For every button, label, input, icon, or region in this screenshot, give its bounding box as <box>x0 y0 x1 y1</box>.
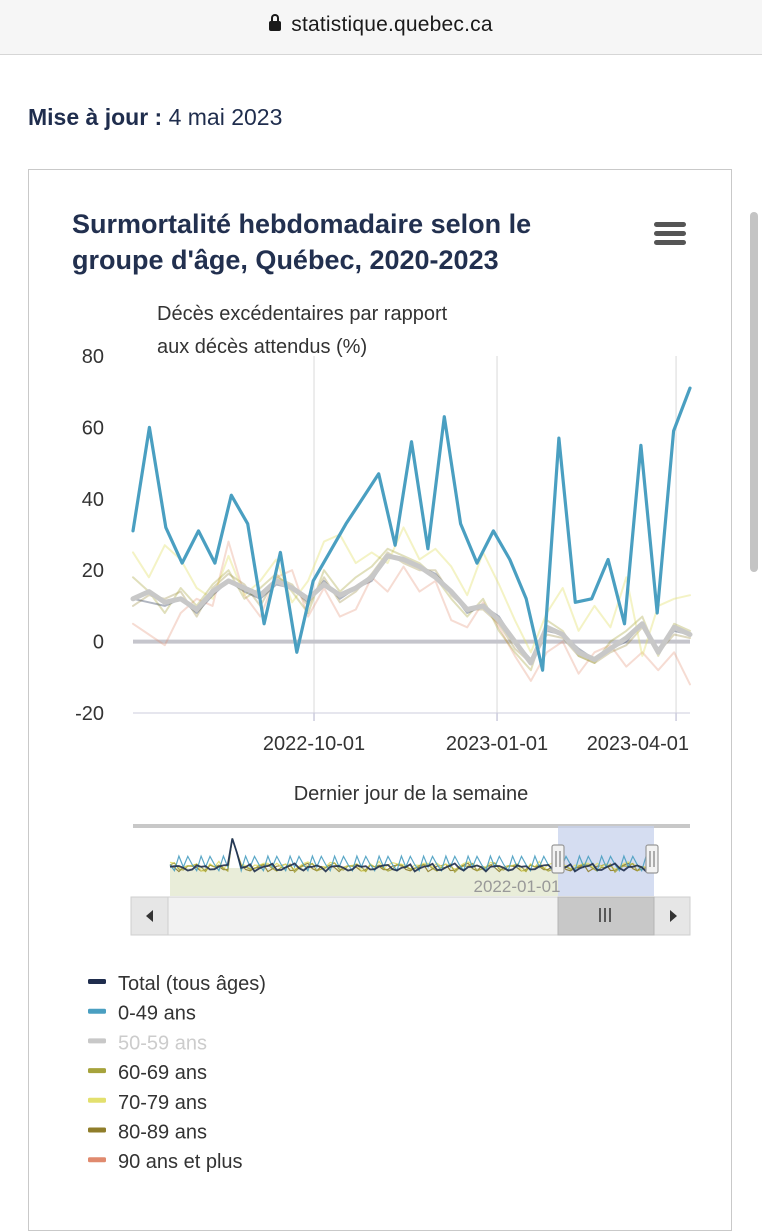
chart-menu-hamburger-icon[interactable] <box>654 222 686 248</box>
update-date: 4 mai 2023 <box>168 104 283 130</box>
lock-icon <box>269 14 282 31</box>
chart-title-line2: groupe d'âge, Québec, 2020-2023 <box>72 245 499 275</box>
menu-bar-icon <box>654 231 686 236</box>
browser-address-bar[interactable]: statistique.quebec.ca <box>0 0 762 55</box>
menu-bar-icon <box>654 222 686 227</box>
url-text: statistique.quebec.ca <box>291 13 493 36</box>
chart-title: Surmortalité hebdomadaire selon le group… <box>72 206 592 278</box>
url-display[interactable]: statistique.quebec.ca <box>0 13 762 37</box>
chart-panel <box>28 169 732 1231</box>
update-label: Mise à jour : <box>28 104 163 130</box>
page-scrollbar[interactable] <box>750 212 758 572</box>
chart-title-line1: Surmortalité hebdomadaire selon le <box>72 209 532 239</box>
update-info: Mise à jour : 4 mai 2023 <box>28 104 282 131</box>
menu-bar-icon <box>654 240 686 245</box>
